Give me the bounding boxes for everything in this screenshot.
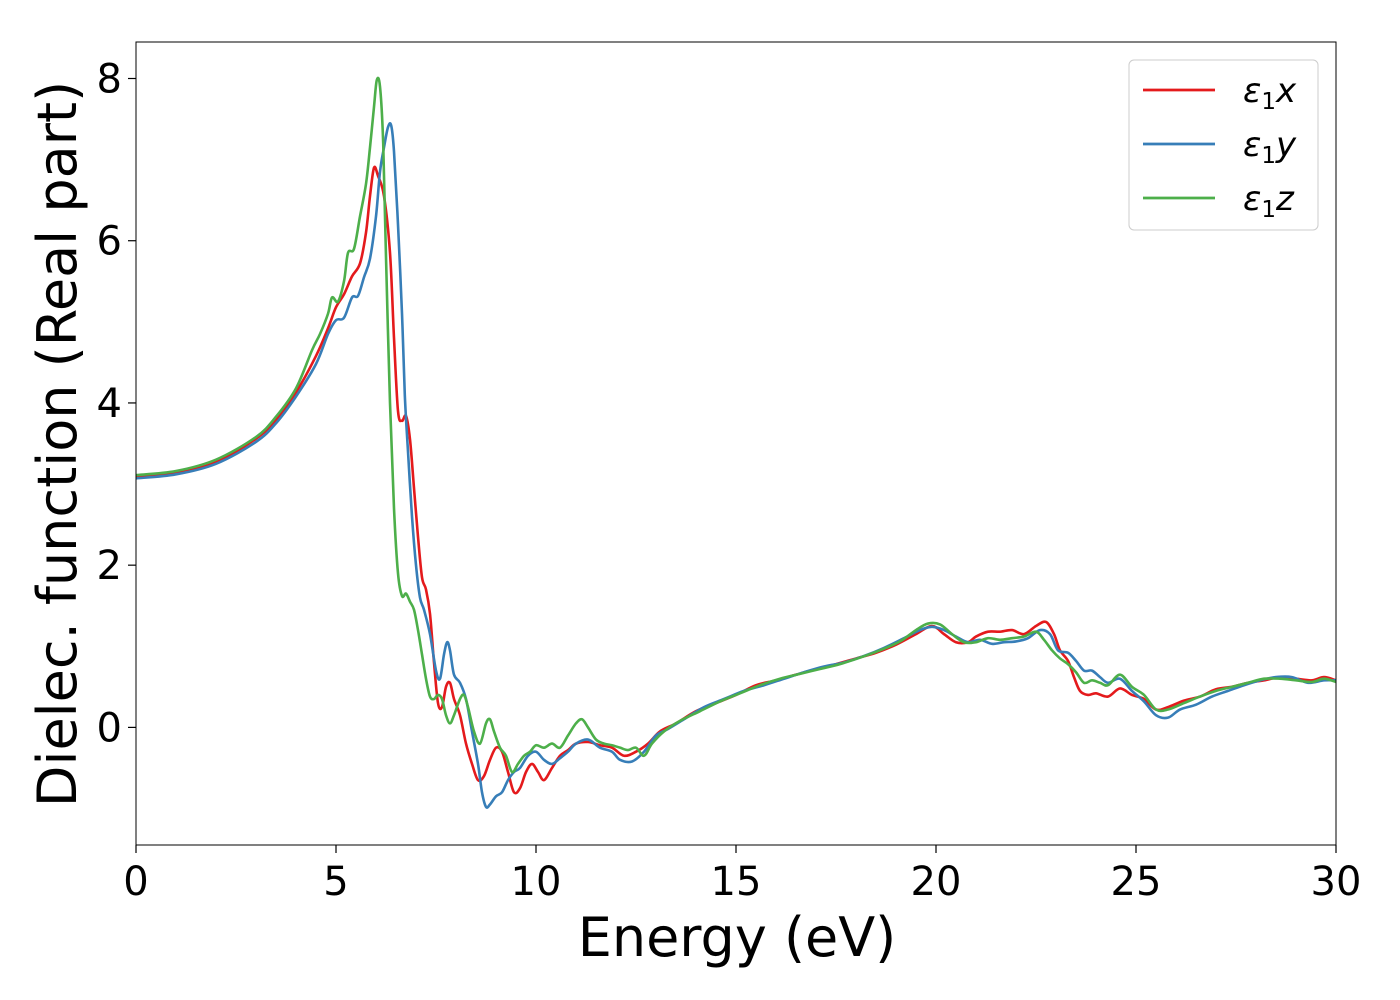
legend: ε1x ε1y ε1z <box>1128 59 1319 231</box>
legend-items: ε1x ε1y ε1z <box>1143 71 1297 223</box>
x-tick-label: 5 <box>323 859 348 905</box>
x-tick-label: 10 <box>511 859 562 905</box>
y-tick-label: 2 <box>97 543 122 589</box>
y-tick-label: 4 <box>97 381 122 427</box>
series-line-z <box>136 76 1336 774</box>
x-tick-label: 15 <box>711 859 762 905</box>
x-tick-label: 0 <box>123 859 148 905</box>
legend-label-y: ε1y <box>1243 125 1297 169</box>
legend-box <box>1128 59 1319 231</box>
series-line-y <box>136 122 1336 809</box>
x-tick-label: 25 <box>1111 859 1162 905</box>
y-axis-ticks: 0 2 4 6 8 <box>97 57 136 751</box>
y-tick-label: 0 <box>97 705 122 751</box>
y-axis-title: Dielec. function (Real part) <box>26 81 89 807</box>
y-tick-label: 6 <box>97 219 122 265</box>
series-layer <box>136 76 1336 809</box>
legend-label-z: ε1z <box>1243 179 1295 223</box>
y-tick-label: 8 <box>97 57 122 103</box>
x-axis-title: Energy (eV) <box>578 906 897 969</box>
series-line-x <box>136 165 1336 795</box>
x-tick-label: 30 <box>1311 859 1362 905</box>
legend-label-x: ε1x <box>1243 71 1297 115</box>
x-axis-ticks: 0 5 10 15 20 25 30 <box>123 845 1361 905</box>
x-tick-label: 20 <box>911 859 962 905</box>
